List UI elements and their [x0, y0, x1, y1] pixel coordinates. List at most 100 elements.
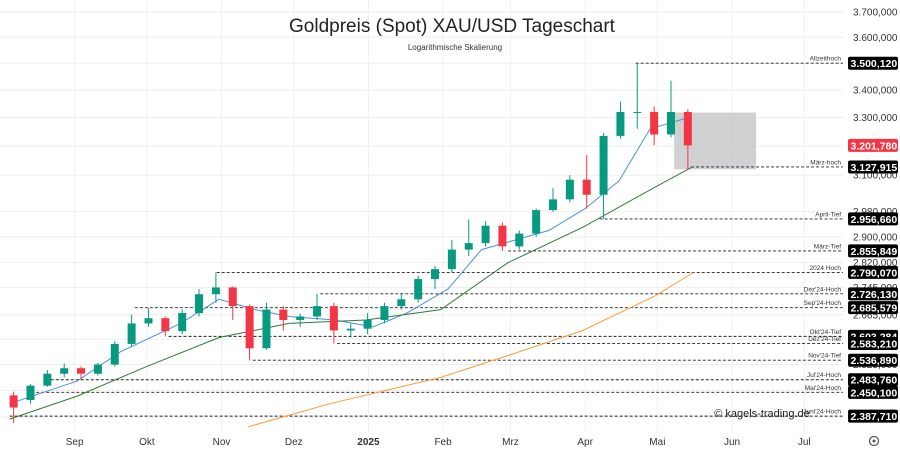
level-badge-label: 2.726,130 [851, 289, 898, 301]
candle-body [245, 306, 254, 349]
level-badge-label: 2.685,579 [851, 303, 898, 315]
candle-body [582, 179, 591, 195]
time-tick-label: Apr [577, 437, 593, 448]
level-badge [848, 409, 898, 423]
level-badge [848, 160, 898, 174]
candle-body [161, 318, 170, 332]
time-tick-label: 2025 [357, 437, 380, 448]
price-tick-label: 3.300,000 [853, 113, 898, 124]
time-tick-label: Nov [213, 437, 231, 448]
level-badge [848, 301, 898, 315]
price-tick-label: 3.600,000 [853, 33, 898, 44]
candle-body [363, 319, 372, 329]
moving-average-line [247, 272, 694, 428]
price-axis[interactable]: 3.700,0003.600,0003.500,0003.400,0003.30… [848, 7, 898, 424]
candle-body [650, 111, 659, 135]
price-tick-label: 3.400,000 [853, 85, 898, 96]
candle-body [178, 313, 187, 332]
candle-body [211, 287, 220, 295]
time-tick-label: Jul [798, 437, 811, 448]
time-tick-label: Mai [649, 437, 665, 448]
level-badge [848, 373, 898, 387]
level-badge [848, 212, 898, 226]
current-price-badge-label: 3.201,780 [851, 140, 898, 152]
candle-body [346, 328, 355, 331]
level-name: April-Tief [815, 211, 841, 218]
time-tick-label: Okt [139, 437, 155, 448]
candle-body [464, 243, 473, 250]
level-badge [848, 337, 898, 351]
watermark: © kagels-trading.de [714, 408, 810, 420]
candle-body [498, 225, 507, 247]
candle-body [329, 306, 338, 331]
candle-body [380, 306, 389, 320]
candle-body [565, 179, 574, 200]
time-tick-label: Sep [66, 437, 84, 448]
candle-body [599, 135, 608, 195]
price-tick-label: 2.900,000 [853, 232, 898, 243]
level-name: März-Tief [814, 243, 841, 250]
candle-body [532, 210, 541, 234]
level-badge [848, 56, 898, 70]
level-badge-label: 2.855,849 [851, 246, 898, 258]
candle-body [616, 111, 625, 136]
candle-body [228, 287, 237, 307]
candle-body [481, 225, 490, 244]
moving-average-line [9, 117, 689, 405]
level-name: Mai'24-Hoch [805, 385, 842, 392]
level-badge [848, 287, 898, 301]
candle-body [26, 385, 35, 400]
level-badge [848, 244, 898, 258]
candle-body [397, 299, 406, 307]
price-tick-label: 3.100,000 [853, 171, 898, 182]
level-name: Jul'24-Hoch [807, 372, 842, 379]
level-badge-label: 3.127,915 [851, 162, 898, 174]
candle-body [262, 309, 271, 349]
level-name: Allzeithoch [810, 56, 842, 63]
price-tick-label: 2.820,000 [853, 258, 898, 269]
level-badge-label: 2.450,100 [851, 387, 898, 399]
candle-body [633, 111, 642, 113]
level-badge-label: 2.536,890 [851, 355, 898, 367]
time-axis[interactable]: Sep Okt Nov Dez 2025 Feb Mrz Apr Mai Jun Jul [66, 437, 811, 448]
time-tick-label: Feb [434, 437, 452, 448]
candlesticks [9, 63, 692, 423]
candle-body [414, 279, 423, 300]
level-badge [848, 353, 898, 367]
candle-body [549, 199, 558, 211]
candle-body [93, 364, 102, 374]
level-badge [848, 385, 898, 399]
candle-body [666, 111, 675, 135]
level-badge-label: 2.956,660 [851, 214, 898, 226]
level-badge-label: 3.500,120 [851, 58, 898, 70]
chart-subtitle: Logarithmische Skalierung [408, 43, 502, 52]
current-price-badge [848, 138, 898, 152]
level-badge-label: 2.483,760 [851, 375, 898, 387]
level-name: Okt'24-Tief [810, 329, 842, 336]
candle-body [313, 306, 322, 317]
level-name: Dez'24-Hoch [804, 286, 842, 293]
level-badge-label: 2.790,070 [851, 267, 898, 279]
price-tick-label: 3.700,000 [853, 7, 898, 18]
candle-body [515, 233, 524, 247]
candle-body [195, 294, 204, 314]
candle-body [9, 395, 18, 408]
candle-body [431, 269, 440, 280]
candle-body [77, 368, 86, 374]
level-name: Sep'24-Hoch [804, 300, 842, 307]
candle-body [60, 368, 69, 374]
candle-body [296, 316, 305, 320]
time-tick-label: Jun [724, 437, 740, 448]
level-name: Dez'24-Tief [808, 336, 841, 343]
price-tick-label: 2.665,000 [853, 310, 898, 321]
level-badge-label: 2.583,210 [851, 339, 898, 351]
candle-body [683, 111, 692, 146]
level-badge [848, 265, 898, 279]
support-resistance-levels: Allzeithoch März-hoch April-Tief März-Tief 2… [9, 56, 843, 417]
time-tick-label: Dez [285, 437, 303, 448]
time-tick-label: Mrz [502, 437, 519, 448]
chart-settings-icon[interactable] [868, 435, 880, 447]
candle-body [110, 343, 119, 365]
